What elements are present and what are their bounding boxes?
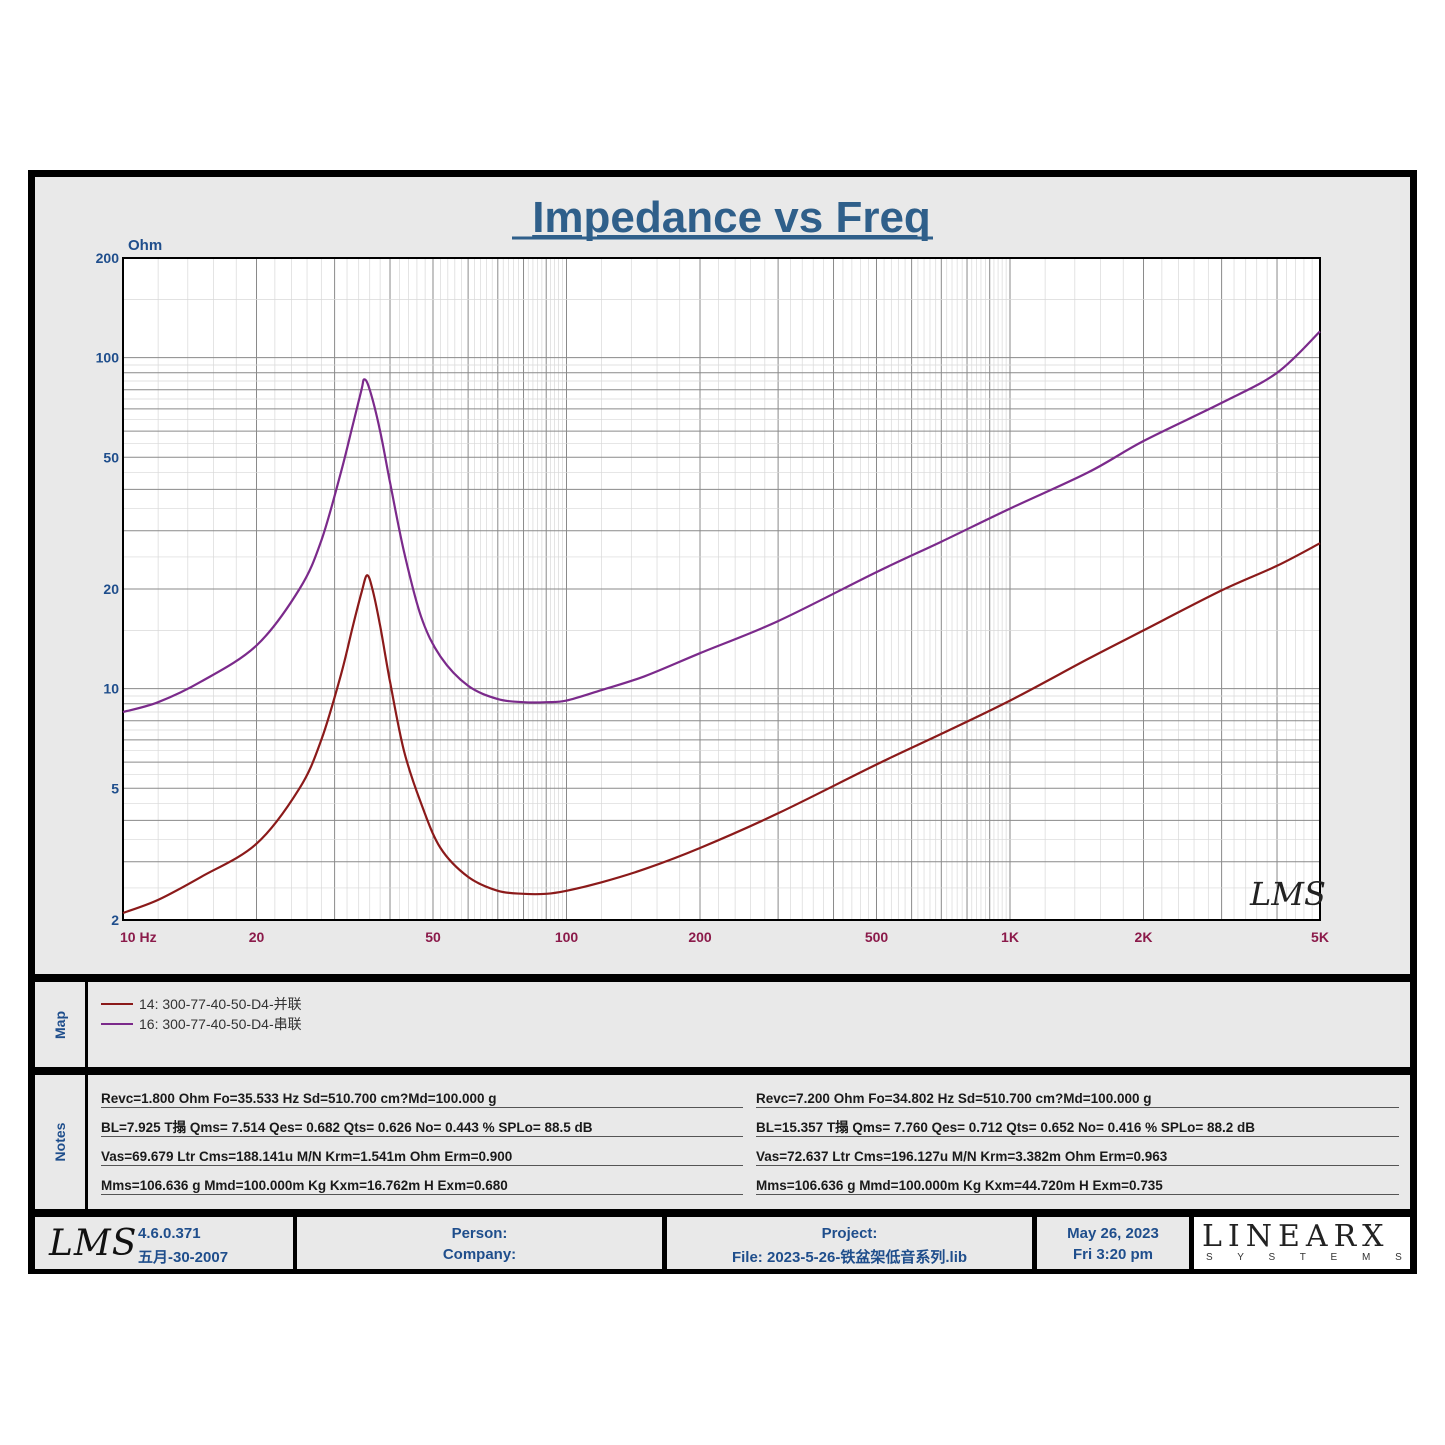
note-right-4: Mms=106.636 g Mmd=100.000m Kg Kxm=44.720… — [756, 1177, 1399, 1195]
report-frame: Impedance vs Freq Ohm 200 100 50 20 10 5 2 10 Hz 2… — [28, 170, 1417, 1274]
project-label: Project: — [821, 1225, 878, 1242]
y-tick-label: 5 — [111, 780, 119, 796]
x-tick-label: 10 Hz — [120, 929, 157, 945]
series-line-2 — [122, 330, 1321, 714]
plot-border — [122, 257, 1321, 921]
note-left-2: BL=7.925 T搨 Qms= 7.514 Qes= 0.682 Qts= 0… — [101, 1119, 743, 1137]
x-tick-label: 50 — [425, 929, 441, 945]
legend-text-2: 16: 300-77-40-50-D4-串联 — [139, 1016, 302, 1032]
y-tick-label: 2 — [111, 912, 119, 928]
impedance-chart: Impedance vs Freq Ohm 200 100 50 20 10 5 210 Hz 2… — [96, 193, 1329, 945]
map-panel: Map 14: 300-77-40-50-D4-并联 16: 300-77-40… — [35, 982, 1410, 1067]
y-axis-label: Ohm — [128, 237, 162, 254]
x-tick-label: 200 — [688, 929, 712, 945]
note-right-2: BL=15.357 T搨 Qms= 7.760 Qes= 0.712 Qts= … — [756, 1119, 1399, 1137]
footer-version-cell: LMS 4.6.0.371 五月-30-2007 — [35, 1217, 293, 1269]
footer-person-cell: Person: Company: — [297, 1217, 662, 1269]
y-tick-label: 20 — [103, 581, 119, 597]
version-number: 4.6.0.371 — [138, 1225, 201, 1242]
footer: LMS 4.6.0.371 五月-30-2007 Person: Company… — [35, 1217, 1410, 1269]
x-tick-label: 1K — [1001, 929, 1019, 945]
linearx-logo: LINEARX — [1202, 1219, 1390, 1254]
x-tick-label: 500 — [865, 929, 889, 945]
footer-project-cell: Project: File: 2023-5-26-铁盆架低音系列.lib — [667, 1217, 1032, 1269]
legend-text-1: 14: 300-77-40-50-D4-并联 — [139, 996, 302, 1012]
legend-swatch-1 — [101, 1003, 133, 1005]
legend-swatch-2 — [101, 1023, 133, 1025]
legend-entry-2: 16: 300-77-40-50-D4-串联 — [101, 1015, 302, 1033]
footer-date-cell: May 26, 2023 Fri 3:20 pm — [1037, 1217, 1189, 1269]
x-tick-label: 20 — [249, 929, 265, 945]
x-tick-label: 5K — [1311, 929, 1329, 945]
y-tick-label: 100 — [96, 350, 120, 366]
series-line-1 — [122, 542, 1321, 915]
x-tick-label: 100 — [555, 929, 579, 945]
date-label: May 26, 2023 — [1067, 1225, 1159, 1242]
company-label: Company: — [442, 1246, 517, 1263]
x-tick-label: 2K — [1135, 929, 1153, 945]
y-tick-label: 10 — [103, 681, 119, 697]
version-date: 五月-30-2007 — [138, 1249, 229, 1266]
lms-watermark: LMS — [1249, 875, 1326, 913]
note-right-1: Revc=7.200 Ohm Fo=34.802 Hz Sd=510.700 c… — [756, 1090, 1399, 1108]
map-label: Map — [35, 982, 88, 1067]
notes-panel: Notes Revc=1.800 Ohm Fo=35.533 Hz Sd=510… — [35, 1075, 1410, 1209]
notes-label: Notes — [35, 1075, 88, 1209]
linearx-subtitle: S Y S T E M S — [1206, 1252, 1413, 1263]
person-label: Person: — [451, 1225, 508, 1242]
note-left-4: Mms=106.636 g Mmd=100.000m Kg Kxm=16.762… — [101, 1177, 743, 1195]
chart-panel: Impedance vs Freq Ohm 200 100 50 20 10 5 2 10 Hz 2… — [35, 177, 1410, 974]
note-right-3: Vas=72.637 Ltr Cms=196.127u M/N Krm=3.38… — [756, 1148, 1399, 1166]
lms-logo: LMS — [49, 1223, 138, 1264]
y-tick-label: 200 — [96, 250, 120, 266]
file-label: File: 2023-5-26-铁盆架低音系列.lib — [731, 1249, 968, 1266]
note-left-1: Revc=1.800 Ohm Fo=35.533 Hz Sd=510.700 c… — [101, 1090, 743, 1108]
note-left-3: Vas=69.679 Ltr Cms=188.141u M/N Krm=1.54… — [101, 1148, 743, 1166]
chart-title: Impedance vs Freq — [532, 193, 931, 242]
y-tick-label: 50 — [103, 449, 119, 465]
time-label: Fri 3:20 pm — [1072, 1246, 1154, 1263]
footer-brand-cell: LINEARX S Y S T E M S — [1194, 1217, 1410, 1269]
legend-entry-1: 14: 300-77-40-50-D4-并联 — [101, 995, 302, 1013]
